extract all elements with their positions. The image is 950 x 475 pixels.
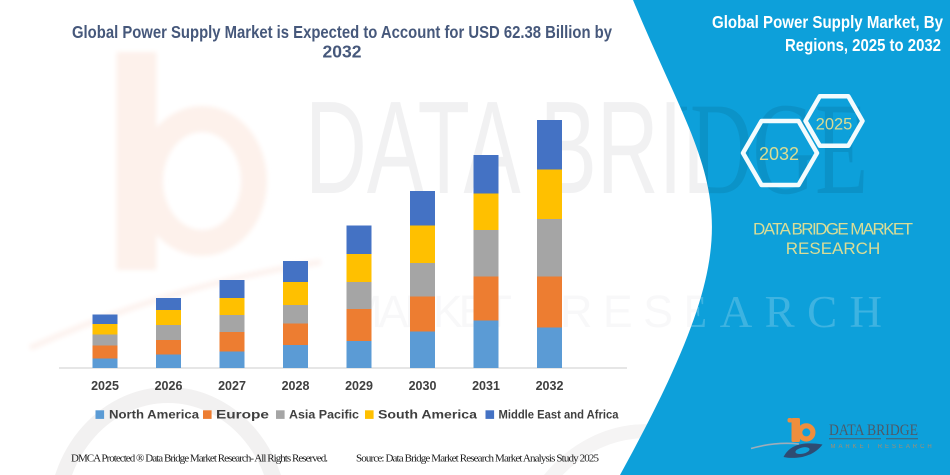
svg-text:MARKET RESEARCH: MARKET RESEARCH	[831, 444, 935, 450]
svg-text:2029: 2029	[345, 379, 373, 393]
svg-text:2025: 2025	[816, 116, 853, 134]
svg-text:Europe: Europe	[216, 408, 269, 422]
svg-text:2032: 2032	[759, 144, 799, 164]
svg-text:2025: 2025	[91, 379, 119, 393]
svg-text:Global Power Supply Market, By: Global Power Supply Market, By	[712, 12, 943, 32]
svg-text:Regions, 2025 to 2032: Regions, 2025 to 2032	[785, 35, 941, 55]
svg-text:Global Power Supply Market is: Global Power Supply Market is Expected t…	[72, 22, 612, 42]
svg-text:DATA BRIDGE: DATA BRIDGE	[829, 422, 918, 439]
svg-text:Middle East and Africa: Middle East and Africa	[499, 408, 619, 422]
svg-text:DATA BRIDGE MARKET: DATA BRIDGE MARKET	[753, 220, 913, 239]
svg-text:2028: 2028	[282, 379, 310, 393]
svg-text:2031: 2031	[472, 379, 500, 393]
svg-text:South America: South America	[378, 408, 477, 422]
svg-text:Asia Pacific: Asia Pacific	[289, 408, 359, 422]
svg-text:Source: Data Bridge Market Res: Source: Data Bridge Market Research Mark…	[356, 453, 600, 465]
svg-text:North America: North America	[109, 408, 199, 422]
svg-text:2026: 2026	[155, 379, 183, 393]
svg-text:RESEARCH: RESEARCH	[786, 239, 880, 258]
svg-text:2032: 2032	[323, 42, 362, 62]
svg-text:2032: 2032	[536, 379, 564, 393]
svg-text:DMCA Protected ® Data Bridge M: DMCA Protected ® Data Bridge Market Rese…	[71, 453, 328, 465]
svg-text:2030: 2030	[409, 379, 437, 393]
svg-text:2027: 2027	[218, 379, 246, 393]
